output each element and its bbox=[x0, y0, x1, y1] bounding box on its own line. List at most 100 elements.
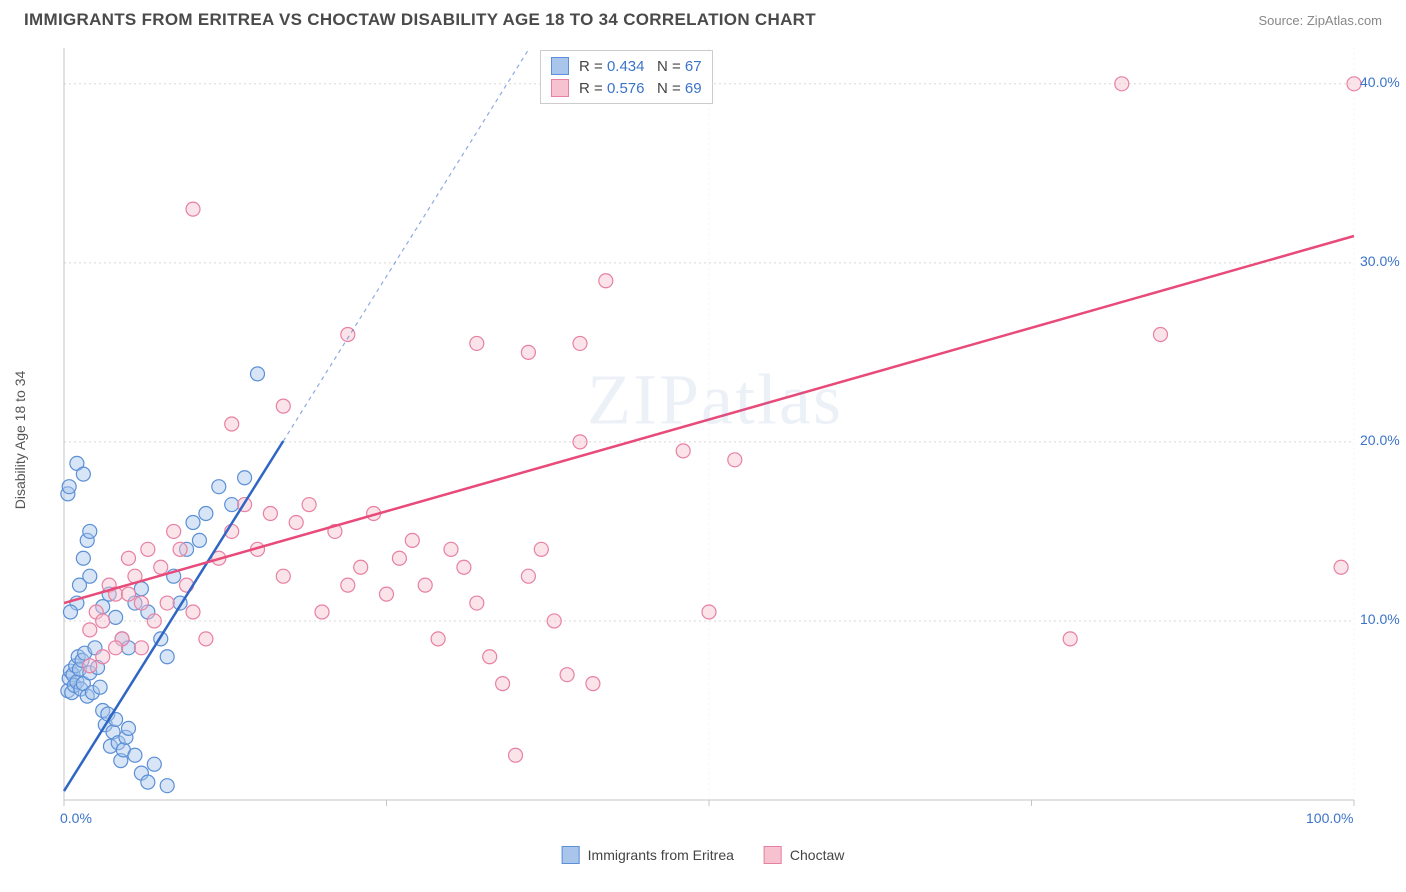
scatter-point bbox=[586, 677, 600, 691]
scatter-chart bbox=[50, 40, 1380, 840]
scatter-point bbox=[122, 551, 136, 565]
legend-swatch bbox=[551, 79, 569, 97]
scatter-point bbox=[1334, 560, 1348, 574]
scatter-point bbox=[470, 336, 484, 350]
scatter-point bbox=[167, 524, 181, 538]
scatter-point bbox=[289, 515, 303, 529]
scatter-point bbox=[483, 650, 497, 664]
scatter-point bbox=[122, 587, 136, 601]
scatter-point bbox=[134, 641, 148, 655]
scatter-point bbox=[470, 596, 484, 610]
scatter-point bbox=[96, 614, 110, 628]
legend-swatch bbox=[562, 846, 580, 864]
scatter-point bbox=[128, 748, 142, 762]
y-tick-label: 40.0% bbox=[1360, 74, 1380, 90]
scatter-point bbox=[96, 650, 110, 664]
scatter-point bbox=[134, 582, 148, 596]
scatter-point bbox=[160, 650, 174, 664]
scatter-point bbox=[109, 641, 123, 655]
scatter-point bbox=[199, 507, 213, 521]
bottom-legend: Immigrants from Eritrea Choctaw bbox=[562, 846, 845, 864]
trend-line-choctaw bbox=[64, 236, 1354, 603]
y-tick-label: 30.0% bbox=[1360, 253, 1380, 269]
stats-row: R = 0.576 N = 69 bbox=[551, 77, 702, 99]
scatter-point bbox=[122, 721, 136, 735]
legend-swatch bbox=[764, 846, 782, 864]
scatter-point bbox=[444, 542, 458, 556]
scatter-point bbox=[521, 345, 535, 359]
scatter-point bbox=[63, 605, 77, 619]
scatter-point bbox=[186, 515, 200, 529]
legend-item: Immigrants from Eritrea bbox=[562, 846, 734, 864]
scatter-point bbox=[1115, 77, 1129, 91]
scatter-point bbox=[147, 614, 161, 628]
stats-text: R = 0.576 N = 69 bbox=[579, 80, 702, 97]
scatter-point bbox=[109, 610, 123, 624]
stats-legend-box: R = 0.434 N = 67 R = 0.576 N = 69 bbox=[540, 50, 713, 104]
scatter-point bbox=[728, 453, 742, 467]
scatter-point bbox=[457, 560, 471, 574]
scatter-point bbox=[160, 779, 174, 793]
scatter-point bbox=[276, 569, 290, 583]
scatter-point bbox=[62, 480, 76, 494]
scatter-point bbox=[212, 480, 226, 494]
scatter-point bbox=[431, 632, 445, 646]
scatter-point bbox=[83, 623, 97, 637]
scatter-point bbox=[1154, 327, 1168, 341]
scatter-point bbox=[341, 578, 355, 592]
stats-text: R = 0.434 N = 67 bbox=[579, 58, 702, 75]
scatter-point bbox=[186, 202, 200, 216]
scatter-point bbox=[573, 435, 587, 449]
chart-container: Disability Age 18 to 34 ZIPatlas R = 0.4… bbox=[50, 40, 1380, 840]
scatter-point bbox=[154, 560, 168, 574]
scatter-point bbox=[302, 498, 316, 512]
scatter-point bbox=[186, 605, 200, 619]
scatter-point bbox=[418, 578, 432, 592]
scatter-point bbox=[509, 748, 523, 762]
scatter-point bbox=[534, 542, 548, 556]
scatter-point bbox=[560, 668, 574, 682]
scatter-point bbox=[315, 605, 329, 619]
legend-item: Choctaw bbox=[764, 846, 844, 864]
scatter-point bbox=[354, 560, 368, 574]
scatter-point bbox=[173, 542, 187, 556]
scatter-point bbox=[134, 596, 148, 610]
y-tick-label: 10.0% bbox=[1360, 611, 1380, 627]
scatter-point bbox=[573, 336, 587, 350]
scatter-point bbox=[496, 677, 510, 691]
scatter-point bbox=[405, 533, 419, 547]
scatter-point bbox=[225, 498, 239, 512]
scatter-point bbox=[676, 444, 690, 458]
y-axis-label: Disability Age 18 to 34 bbox=[12, 371, 28, 510]
scatter-point bbox=[238, 471, 252, 485]
scatter-point bbox=[702, 605, 716, 619]
scatter-point bbox=[83, 569, 97, 583]
scatter-point bbox=[263, 507, 277, 521]
scatter-point bbox=[1347, 77, 1361, 91]
x-tick-label: 100.0% bbox=[1306, 810, 1353, 826]
x-tick-label: 0.0% bbox=[60, 810, 92, 826]
scatter-point bbox=[192, 533, 206, 547]
trend-line-eritrea-ext bbox=[283, 48, 529, 441]
scatter-point bbox=[199, 632, 213, 646]
scatter-point bbox=[180, 578, 194, 592]
legend-swatch bbox=[551, 57, 569, 75]
scatter-point bbox=[83, 659, 97, 673]
source-label: Source: ZipAtlas.com bbox=[1258, 13, 1382, 28]
chart-title: IMMIGRANTS FROM ERITREA VS CHOCTAW DISAB… bbox=[24, 10, 816, 30]
scatter-point bbox=[160, 596, 174, 610]
scatter-point bbox=[76, 551, 90, 565]
scatter-point bbox=[599, 274, 613, 288]
scatter-point bbox=[76, 467, 90, 481]
scatter-point bbox=[1063, 632, 1077, 646]
scatter-point bbox=[521, 569, 535, 583]
y-tick-label: 20.0% bbox=[1360, 432, 1380, 448]
scatter-point bbox=[147, 757, 161, 771]
scatter-point bbox=[83, 524, 97, 538]
scatter-point bbox=[276, 399, 290, 413]
stats-row: R = 0.434 N = 67 bbox=[551, 55, 702, 77]
scatter-point bbox=[392, 551, 406, 565]
scatter-point bbox=[141, 775, 155, 789]
scatter-point bbox=[547, 614, 561, 628]
scatter-point bbox=[380, 587, 394, 601]
